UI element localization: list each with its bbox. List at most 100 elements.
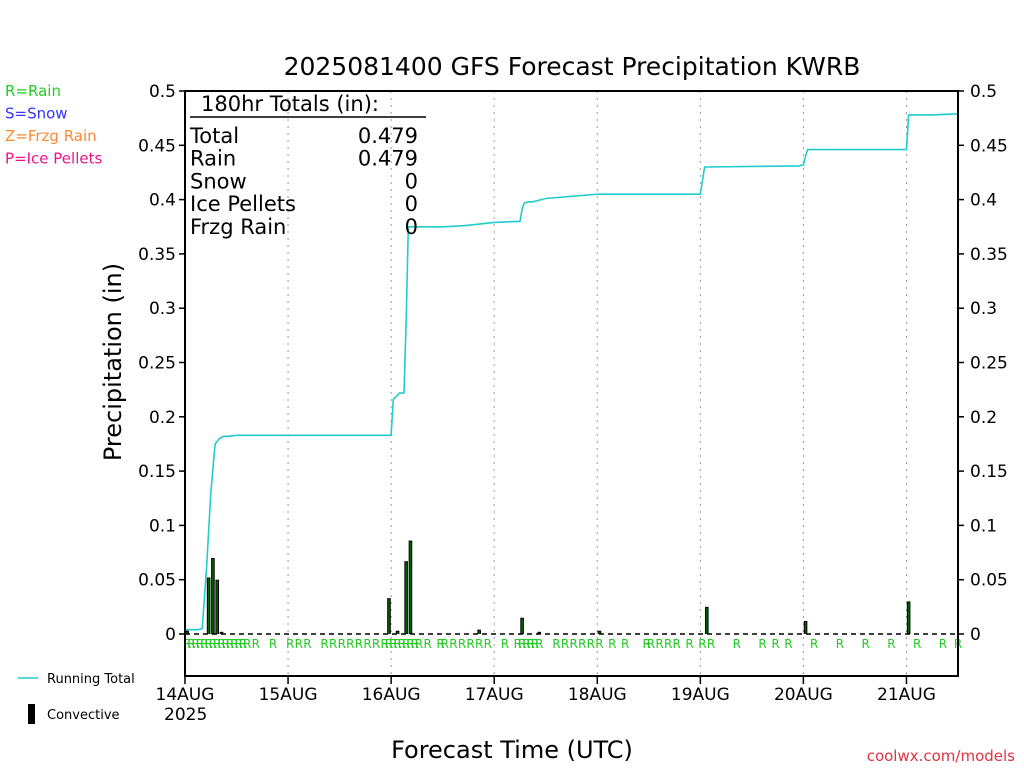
ptype-mark: R <box>402 637 410 651</box>
precip-bar-core <box>405 562 407 634</box>
precip-bar-core <box>804 621 807 634</box>
ptype-mark: R <box>338 637 346 651</box>
ptype-mark: R <box>673 637 681 651</box>
ptype-mark: R <box>230 637 238 651</box>
precip-bar-core <box>388 599 390 634</box>
legend-bar-swatch <box>28 704 35 724</box>
totals-row-label: Frzg Rain <box>190 215 286 239</box>
year-label: 2025 <box>164 705 207 725</box>
ptype-mark: R <box>475 637 483 651</box>
ptype-mark: R <box>196 637 204 651</box>
ptype-mark: R <box>363 637 371 651</box>
y-tick-label-left: 0.05 <box>138 571 176 591</box>
series-legend: Running Total Convective <box>18 672 135 724</box>
running-total-line <box>185 113 959 631</box>
ptype-mark: R <box>187 637 195 651</box>
x-axis-title: Forecast Time (UTC) <box>391 736 633 764</box>
x-tick-label: 20AUG <box>774 685 833 705</box>
precip-bar-core <box>521 618 523 634</box>
ptype-mark: R <box>608 637 616 651</box>
ptype-mark: R <box>252 637 260 651</box>
ptype-mark: R <box>235 637 243 651</box>
ptype-mark: R <box>913 637 921 651</box>
totals-box: 180hr Totals (in): Total 0.479 Rain 0.479 Sn… <box>189 92 426 239</box>
totals-row-label: Ice Pellets <box>190 192 296 216</box>
totals-header: 180hr Totals (in): <box>201 92 379 116</box>
ptype-mark: R <box>385 637 393 651</box>
ptype-mark: R <box>239 637 247 651</box>
ptype-mark: R <box>647 637 655 651</box>
ptype-mark: R <box>329 637 337 651</box>
y-axis-title: Precipitation (in) <box>99 263 127 461</box>
x-tick-label: 21AUG <box>877 685 936 705</box>
precip-bar-core <box>186 631 188 634</box>
y-tick-label-left: 0.3 <box>149 299 176 319</box>
x-tick-label: 15AUG <box>259 685 318 705</box>
ptype-mark: R <box>707 637 715 651</box>
totals-row-value: 0.479 <box>358 147 418 171</box>
ptype-legend-entry: Z=Frzg Rain <box>5 127 97 145</box>
y-tick-label-right: 0.35 <box>970 245 1008 265</box>
ptype-mark: R <box>758 637 766 651</box>
ptype-mark: R <box>685 637 693 651</box>
y-tick-label-right: 0.05 <box>970 571 1008 591</box>
ptype-mark: R <box>389 637 397 651</box>
y-tick-label-right: 0.4 <box>970 191 997 211</box>
ptype-mark: R <box>939 637 947 651</box>
y-tick-label-left: 0.2 <box>149 408 176 428</box>
ptype-mark: R <box>213 637 221 651</box>
y-tick-label-right: 0.45 <box>970 136 1008 156</box>
totals-row-value: 0.479 <box>358 124 418 148</box>
ptype-mark: R <box>501 637 509 651</box>
y-tick-label-left: 0.5 <box>149 82 176 102</box>
ptype-mark: R <box>204 637 212 651</box>
x-tick-label: 18AUG <box>568 685 627 705</box>
gridlines <box>287 91 907 676</box>
chart-title: 2025081400 GFS Forecast Precipitation KW… <box>284 52 861 81</box>
totals-row-label: Snow <box>190 169 247 193</box>
y-tick-label-right: 0.15 <box>970 462 1008 482</box>
ptype-mark: R <box>531 637 539 651</box>
ptype-legend-entry: P=Ice Pellets <box>5 150 102 168</box>
ptype-mark: R <box>398 637 406 651</box>
ptype-mark: R <box>522 637 530 651</box>
ptype-mark: R <box>355 637 363 651</box>
ptype-mark: R <box>243 637 251 651</box>
ptype-mark: R <box>733 637 741 651</box>
precip-bars <box>185 540 911 634</box>
ptype-mark: R <box>381 637 389 651</box>
ptype-mark: R <box>514 637 522 651</box>
plot-frame <box>184 90 959 677</box>
precip-bar-core <box>705 607 708 634</box>
precip-bar-core <box>409 541 412 634</box>
ptype-mark: R <box>698 637 706 651</box>
y-tick-label-right: 0.1 <box>970 516 997 536</box>
ptype-mark: R <box>578 637 586 651</box>
ptype-mark: R <box>183 637 191 651</box>
totals-row-value: 0 <box>405 192 418 216</box>
y-tick-label-left: 0.45 <box>138 136 176 156</box>
ptype-mark: R <box>535 637 543 651</box>
y-tick-label-right: 0.3 <box>970 299 997 319</box>
ptype-mark: R <box>518 637 526 651</box>
y-tick-label-right: 0.2 <box>970 408 997 428</box>
ptype-mark: R <box>209 637 217 651</box>
y-tick-label-left: 0.15 <box>138 462 176 482</box>
ptype-mark: R <box>217 637 225 651</box>
ptype-mark: R <box>587 637 595 651</box>
ptype-mark: R <box>372 637 380 651</box>
totals-row-value: 0 <box>405 215 418 239</box>
ptype-mark: R <box>527 637 535 651</box>
precip-bar-core <box>212 558 214 634</box>
ptype-mark: R <box>621 637 629 651</box>
precip-bar-core <box>598 631 601 634</box>
ptype-mark: R <box>393 637 401 651</box>
x-tick-label: 16AUG <box>362 685 421 705</box>
ptype-mark: R <box>887 637 895 651</box>
y-tick-label-left: 0.1 <box>149 516 176 536</box>
y-tick-label-left: 0 <box>165 625 176 645</box>
ptype-mark: R <box>466 637 474 651</box>
x-tick-label: 19AUG <box>671 685 730 705</box>
